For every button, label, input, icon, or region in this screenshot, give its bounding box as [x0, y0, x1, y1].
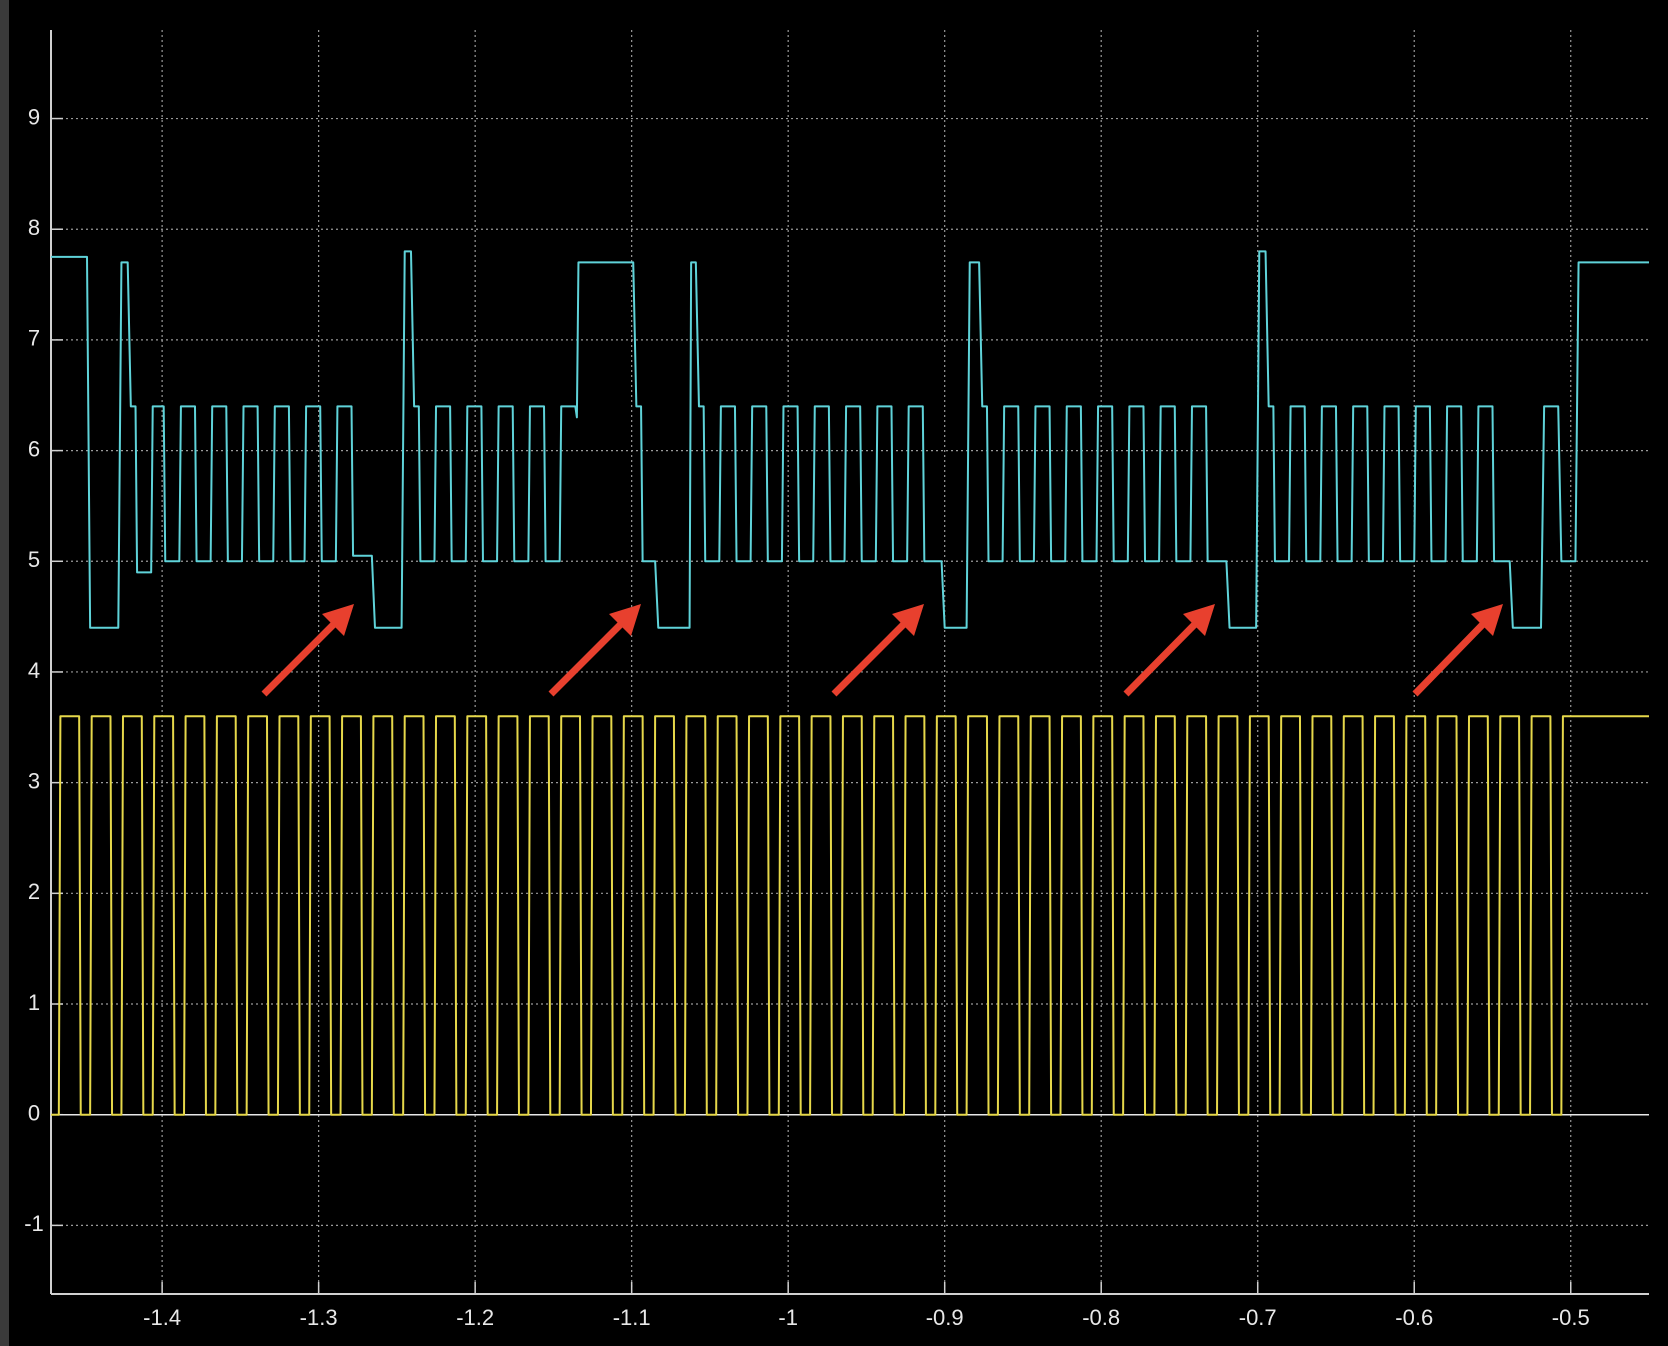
- x-tick-label: -1: [778, 1305, 798, 1330]
- y-tick-label: 5: [28, 547, 40, 572]
- trace-layer: [51, 250, 1649, 1116]
- y-tick-label: 9: [28, 104, 40, 129]
- x-tick-label: -1.4: [143, 1305, 181, 1330]
- x-tick-label: -0.8: [1082, 1305, 1120, 1330]
- arrow: [1412, 604, 1503, 697]
- annotation-arrows: [261, 604, 1503, 697]
- y-tick-label: -1: [24, 1211, 44, 1236]
- y-tick-label: 3: [28, 768, 40, 793]
- arrow: [1123, 604, 1215, 697]
- x-tick-label: -0.5: [1552, 1305, 1590, 1330]
- x-tick-label: -0.6: [1395, 1305, 1433, 1330]
- x-tick-label: -0.7: [1239, 1305, 1277, 1330]
- y-tick-label: 6: [28, 436, 40, 461]
- x-tick-label: -0.9: [926, 1305, 964, 1330]
- y-tick-label: 4: [28, 658, 40, 683]
- grid-layer: -1 0 1 2 3 4 5 6 7 8 9 -1.4 -1.3 -1.2 -1.1 -1 -0.9 -0.8 -0…: [24, 30, 1649, 1330]
- x-tick-label: -1.1: [613, 1305, 651, 1330]
- y-tick-label: 7: [28, 326, 40, 351]
- arrow: [548, 604, 641, 697]
- y-tick-label: 1: [28, 990, 40, 1015]
- arrow: [261, 604, 354, 697]
- y-tick-label: 0: [28, 1101, 40, 1126]
- trace: [51, 250, 1649, 629]
- arrow: [831, 604, 924, 697]
- trace: [51, 715, 1649, 1116]
- x-tick-label: -1.3: [300, 1305, 338, 1330]
- x-tick-label: -1.2: [456, 1305, 494, 1330]
- y-tick-label: 2: [28, 879, 40, 904]
- side-strip: [0, 0, 9, 1346]
- y-tick-label: 8: [28, 215, 40, 240]
